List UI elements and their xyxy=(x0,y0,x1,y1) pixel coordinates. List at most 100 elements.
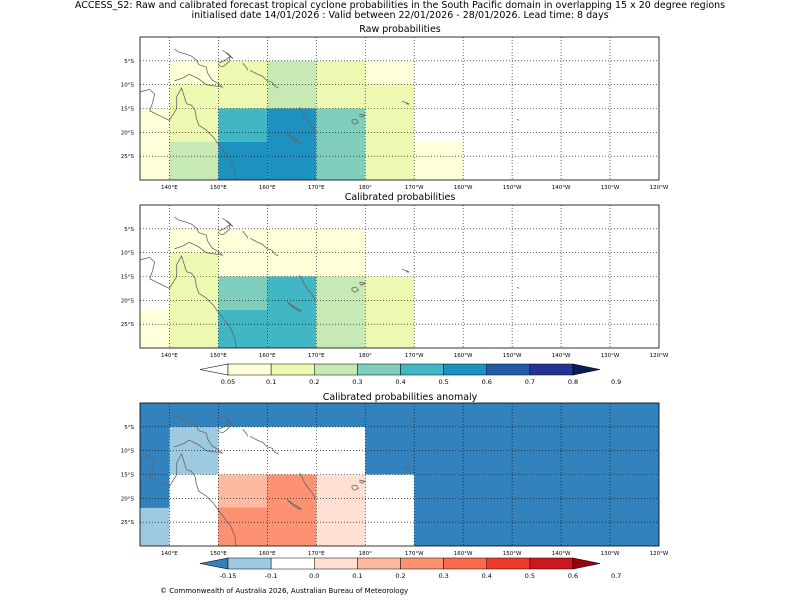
anomaly-coastline xyxy=(351,485,360,491)
anomaly-cell xyxy=(267,474,317,546)
anomaly-coastline xyxy=(516,484,520,487)
calibrated-cell xyxy=(365,276,415,348)
raw-coastline xyxy=(174,48,224,88)
raw-cell xyxy=(267,108,317,180)
calibrated-panel: 5°S 10°S 15°S 20°S 25°S 140°E 150°E 160°E 170°E 1… xyxy=(121,204,669,359)
probability-colorbar-left-arrow xyxy=(199,363,229,376)
anomaly-coastline xyxy=(174,414,224,454)
anomaly-colorbar-segment xyxy=(529,557,574,570)
anomaly-lat-tick-label: 10°S xyxy=(121,449,135,455)
raw-coastline xyxy=(299,106,316,133)
anomaly-colorbar-segment xyxy=(486,557,531,570)
calibrated-coastline xyxy=(250,238,279,257)
anomaly-lon-tick-label: 160°W xyxy=(454,551,473,557)
anomaly-lat-tick-label: 5°S xyxy=(124,425,134,431)
calibrated-coastline xyxy=(222,217,234,227)
anomaly-cell xyxy=(218,474,268,508)
probability-colorbar-tick-label: 0.9 xyxy=(611,378,621,386)
anomaly-coastline xyxy=(242,428,249,437)
raw-lon-tick-label: 170°W xyxy=(405,185,424,191)
calibrated-panel-title: Calibrated probabilities xyxy=(344,192,456,203)
raw-cell xyxy=(140,108,170,180)
raw-cell xyxy=(169,141,219,180)
raw-cell xyxy=(169,60,219,85)
calibrated-coastline xyxy=(401,269,410,273)
raw-coastline xyxy=(516,118,520,121)
anomaly-colorbar-segment xyxy=(443,557,487,570)
anomaly-lon-tick-label: 160°E xyxy=(259,551,276,557)
raw-cell xyxy=(169,84,219,142)
anomaly-cell xyxy=(218,507,268,546)
copyright-notice: © Commonwealth of Australia 2026, Austra… xyxy=(160,587,409,595)
probability-colorbar-tick-label: 0.1 xyxy=(266,378,276,386)
raw-panel-title: Raw probabilities xyxy=(359,24,441,35)
anomaly-colorbar-tick-label: 0.7 xyxy=(611,572,621,580)
raw-cell xyxy=(316,60,366,109)
anomaly-lon-tick-label: 170°W xyxy=(405,551,424,557)
anomaly-lon-tick-label: 170°E xyxy=(308,551,325,557)
raw-lon-tick-label: 180° xyxy=(359,185,372,191)
anomaly-colorbar-tick-label: 0.6 xyxy=(568,572,578,580)
calibrated-lon-tick-label: 140°W xyxy=(552,353,571,359)
raw-cell xyxy=(218,108,268,142)
raw-coastline xyxy=(218,56,231,68)
anomaly-panel-title: Calibrated probabilities anomaly xyxy=(322,392,478,403)
anomaly-cell xyxy=(316,474,366,546)
anomaly-colorbar: -0.15 -0.1 0.0 0.1 0.2 0.3 0.4 0.5 0.6 0.7 xyxy=(199,557,621,580)
probability-colorbar-tick-label: 0.8 xyxy=(568,378,578,386)
calibrated-coastline xyxy=(242,230,249,239)
raw-lon-tick-label: 160°E xyxy=(259,185,276,191)
raw-cell xyxy=(414,141,464,180)
anomaly-lat-tick-label: 20°S xyxy=(121,496,135,502)
raw-coastline xyxy=(359,113,367,118)
anomaly-colorbar-tick-label: 0.0 xyxy=(309,572,319,580)
probability-colorbar-segment xyxy=(357,363,401,376)
calibrated-lat-tick-label: 10°S xyxy=(121,251,135,257)
probability-colorbar-tick-label: 0.2 xyxy=(309,378,319,386)
raw-coastlines xyxy=(140,48,520,180)
anomaly-colorbar-segment xyxy=(357,557,401,570)
raw-lon-tick-label: 150°W xyxy=(503,185,522,191)
calibrated-lon-tick-label: 140°E xyxy=(161,353,178,359)
anomaly-colorbar-segment xyxy=(400,557,444,570)
anomaly-lon-tick-label: 180° xyxy=(359,551,372,557)
raw-cell xyxy=(365,84,415,109)
calibrated-plot-frame xyxy=(139,204,660,349)
anomaly-coastline xyxy=(299,472,316,499)
raw-cell xyxy=(365,108,415,180)
raw-lon-tick-label: 140°W xyxy=(552,185,571,191)
raw-lon-tick-label: 160°W xyxy=(454,185,473,191)
anomaly-lon-tick-label: 150°W xyxy=(503,551,522,557)
anomaly-cell xyxy=(169,426,219,475)
anomaly-cell xyxy=(140,507,170,546)
raw-panel: 5°S 10°S 15°S 20°S 25°S 140°E 150°E 160°E 170°E 1… xyxy=(121,36,669,191)
calibrated-cell xyxy=(218,228,366,277)
calibrated-coastline xyxy=(174,216,224,256)
probability-colorbar-tick-label: 0.4 xyxy=(395,378,405,386)
anomaly-colorbar-tick-label: 0.1 xyxy=(352,572,362,580)
raw-lon-tick-label: 130°W xyxy=(601,185,620,191)
anomaly-coastline xyxy=(218,422,231,434)
raw-lat-tick-label: 20°S xyxy=(121,130,135,136)
calibrated-lat-tick-label: 5°S xyxy=(124,227,134,233)
anomaly-colorbar-tick-label: 0.4 xyxy=(482,572,492,580)
raw-lon-tick-label: 140°E xyxy=(161,185,178,191)
raw-lon-tick-label: 150°E xyxy=(210,185,227,191)
calibrated-lon-tick-label: 180° xyxy=(359,353,372,359)
anomaly-colorbar-tick-label: -0.1 xyxy=(265,572,278,580)
anomaly-lon-tick-label: 150°E xyxy=(210,551,227,557)
anomaly-coastline xyxy=(286,498,302,510)
calibrated-coastline xyxy=(359,281,367,286)
raw-cell xyxy=(365,60,415,85)
anomaly-colorbar-right-arrow xyxy=(572,557,601,570)
calibrated-cell xyxy=(218,276,268,310)
anomaly-colorbar-segment xyxy=(227,557,272,570)
probability-colorbar-segment xyxy=(443,363,487,376)
probability-colorbar: 0.05 0.1 0.2 0.3 0.4 0.5 0.6 0.7 0.8 0.9 xyxy=(199,363,621,386)
anomaly-colorbar-left-arrow xyxy=(199,557,229,570)
calibrated-lat-tick-label: 25°S xyxy=(121,322,135,328)
anomaly-lat-tick-label: 25°S xyxy=(121,520,135,526)
calibrated-cell xyxy=(218,309,268,348)
anomaly-plot-frame xyxy=(139,402,660,547)
